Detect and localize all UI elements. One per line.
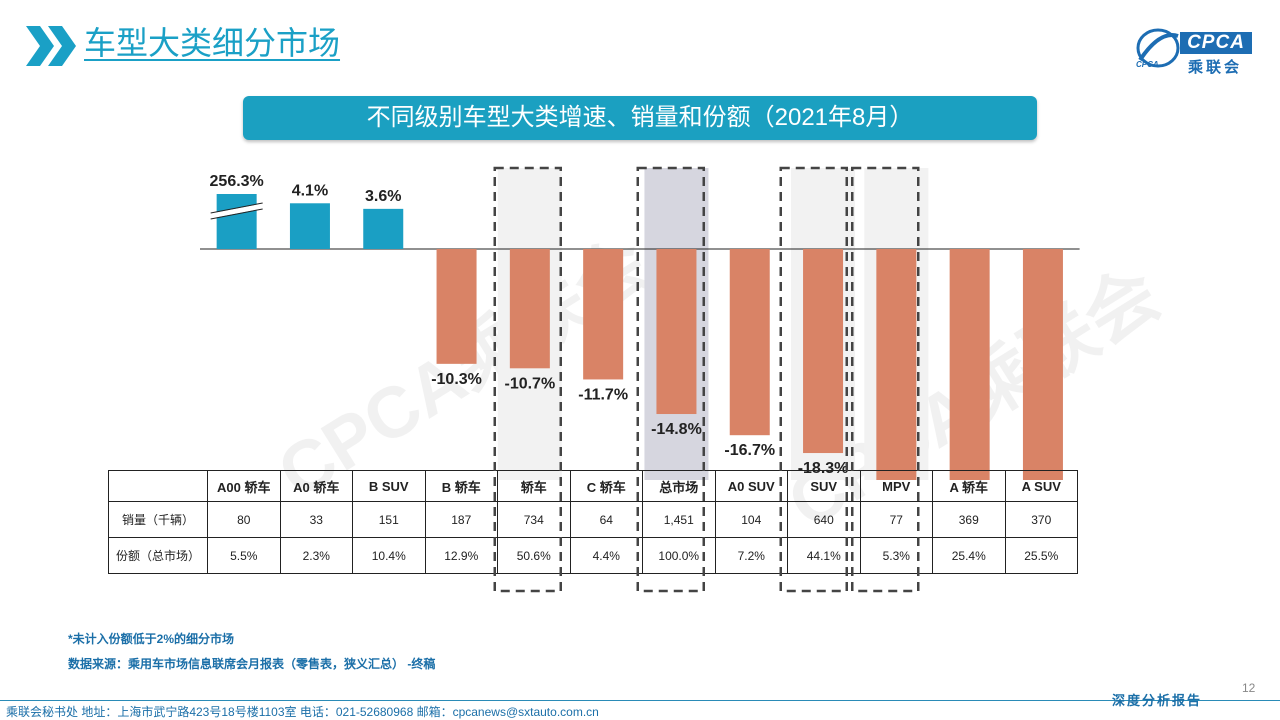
table-cell: 4.4% [569,537,643,574]
table-cell: 12.9% [424,537,498,574]
bar-7 [729,249,770,436]
tick-label-8: SUV [787,470,861,502]
axis-break-line-1 [210,202,263,214]
table-cell: 64 [569,501,643,538]
bar-8 [803,249,844,454]
table-cell: 187 [424,501,498,538]
bar-11 [1022,249,1063,480]
tick-label-5: C 轿车 [569,470,643,502]
tick-label-10: A 轿车 [932,470,1006,502]
tick-label-2: B SUV [352,470,426,502]
table-cell: 369 [932,501,1006,538]
table-row: 销量（千辆） 80 33 151 187 734 64 1,451 104 640 77 369 370 [108,501,1078,538]
table-cell: 1,451 [642,501,716,538]
row-label: 销量（千辆） [108,501,208,538]
axis-break-line-2 [210,208,263,220]
data-label-3: -10.3% [431,371,482,388]
logo-text: CPCA [1180,32,1252,54]
tick-label-7: A0 SUV [714,470,788,502]
logo-cn: 乘联会 [1188,59,1243,76]
table-cell: 25.5% [1004,537,1078,574]
tick-label-11: A SUV [1004,470,1078,502]
chart-title: 不同级别车型大类增速、销量和份额（2021年8月） [243,96,1037,140]
row-label: 份额（总市场） [108,537,208,574]
tick-label-1: A0 轿车 [279,470,353,502]
bar-4 [509,249,550,369]
footer-contact: 乘联会秘书处 地址：上海市武宁路423号18号楼1103室 电话：021-526… [6,705,599,719]
bar-9 [876,249,917,480]
tick-label-6: 总市场 [642,470,716,502]
bar-0 [216,194,257,249]
bar-10 [949,249,990,480]
table-cell: 100.0% [642,537,716,574]
data-label-1: 4.1% [292,182,328,199]
bar-6 [656,249,697,415]
table-row: 份额（总市场） 5.5% 2.3% 10.4% 12.9% 50.6% 4.4% 100.0%… [108,537,1078,574]
data-table: A00 轿车 A0 轿车 B SUV B 轿车 轿车 C 轿车 总市场 A0 SUV SUV MP… [108,470,1078,574]
table-cell: 370 [1004,501,1078,538]
cpca-logo-icon [1130,20,1260,76]
data-label-2: 3.6% [365,188,401,205]
table-cell: 50.6% [497,537,571,574]
footer-report-label: 深度分析报告 [1112,694,1203,709]
table-cell: 7.2% [714,537,788,574]
bar-chart: 256.3% 4.1% 3.6% -10.3% -10.7% -11.7% -14.8% -1… [200,168,1080,480]
bar-1 [289,203,330,249]
table-cell: 44.1% [787,537,861,574]
table-cell: 33 [279,501,353,538]
header-chevrons-icon [24,24,80,68]
tick-label-0: A00 轿车 [207,470,281,502]
table-corner [108,470,208,502]
data-label-7: -16.7% [724,442,775,459]
table-cell: 104 [714,501,788,538]
table-header-row: A00 轿车 A0 轿车 B SUV B 轿车 轿车 C 轿车 总市场 A0 SUV SUV MP… [108,470,1078,502]
bar-5 [583,249,624,380]
table-cell: 10.4% [352,537,426,574]
table-cell: 2.3% [279,537,353,574]
table-cell: 640 [787,501,861,538]
table-cell: 151 [352,501,426,538]
axis-break-gap [210,203,264,219]
footnote: *未计入份额低于2%的细分市场 [68,632,235,646]
footer-divider [0,700,1280,701]
table-cell: 5.3% [859,537,933,574]
table-cell: 77 [859,501,933,538]
table-cell: 5.5% [207,537,281,574]
data-source-note: 数据来源：乘用车市场信息联席会月报表（零售表，狭义汇总） -终稿 [68,657,436,671]
table-cell: 25.4% [932,537,1006,574]
tick-label-9: MPV [859,470,933,502]
tick-label-4: 轿车 [497,470,571,502]
page-number: 12 [1242,681,1256,695]
bar-2 [363,208,404,249]
table-cell: 734 [497,501,571,538]
data-label-5: -11.7% [578,386,628,403]
page-title: 车型大类细分市场 [84,25,341,61]
logo-small: CPCA [1136,60,1159,69]
data-label-0: 256.3% [210,173,264,190]
table-cell: 80 [207,501,281,538]
tick-label-3: B 轿车 [424,470,498,502]
data-label-4: -10.7% [504,375,555,392]
data-label-6: -14.8% [651,421,702,438]
bar-3 [436,249,477,364]
